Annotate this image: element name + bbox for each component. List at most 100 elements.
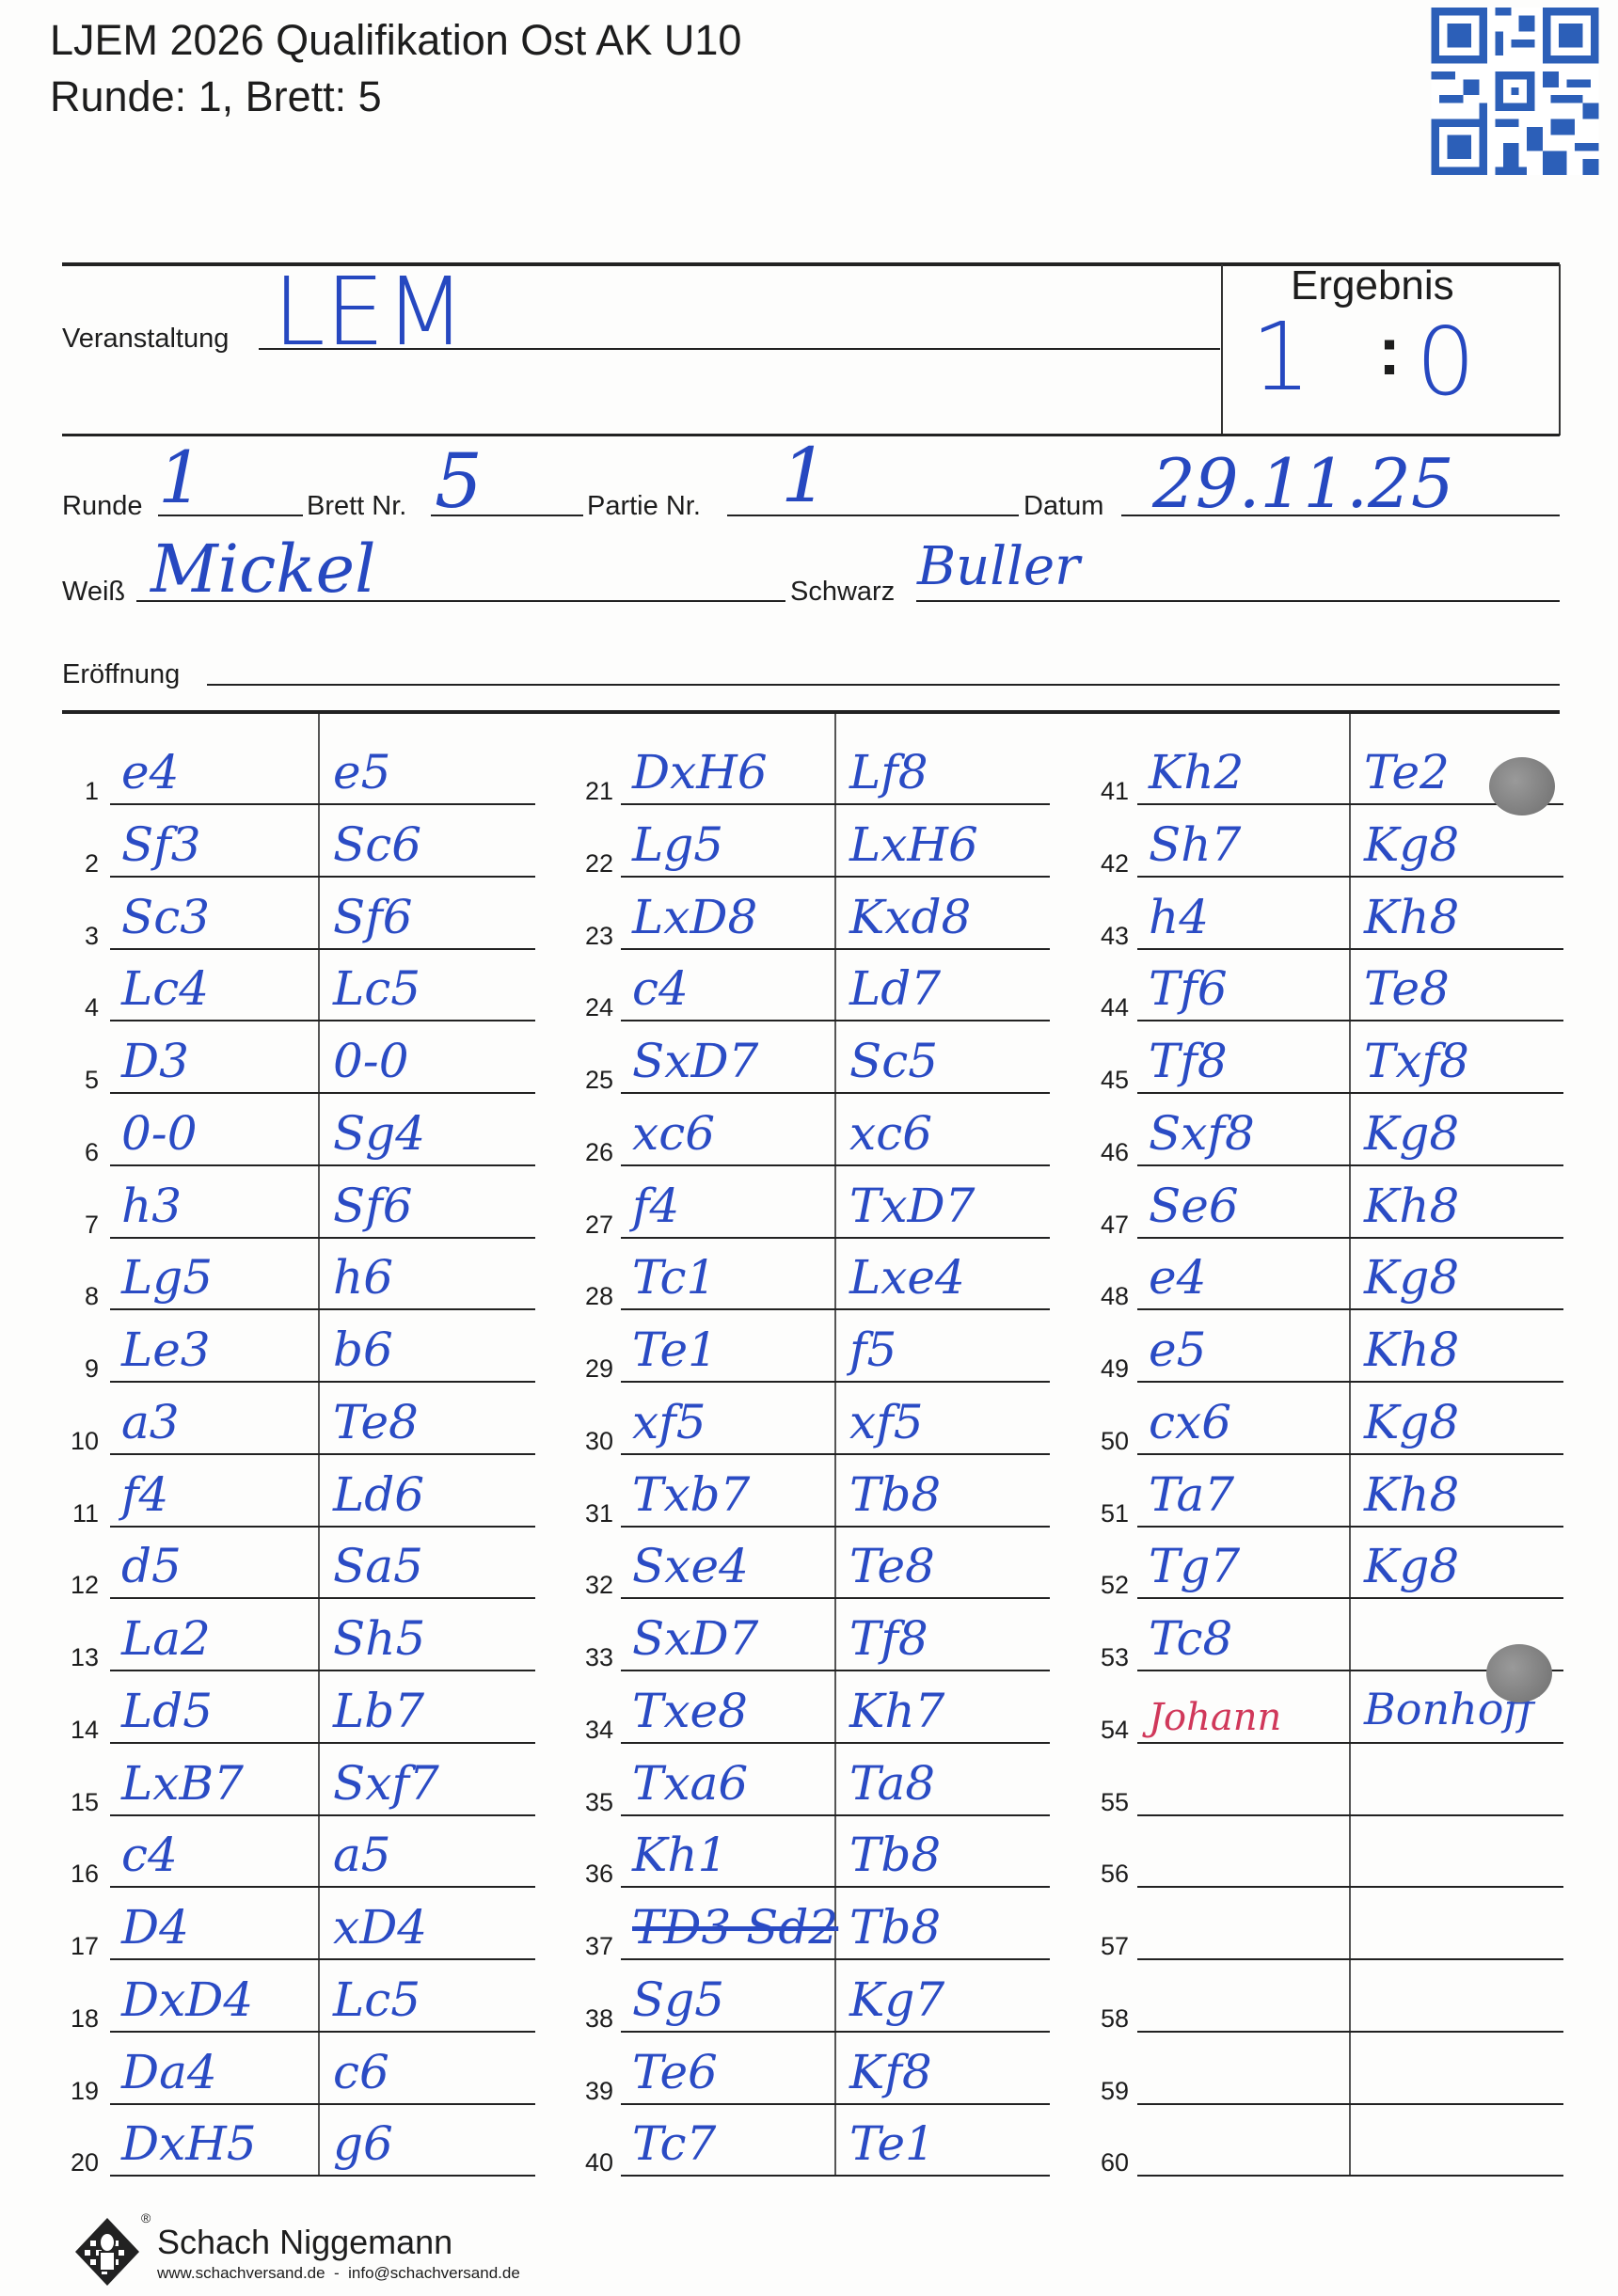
white-move-field[interactable]: Tf8 [1149, 1034, 1228, 1088]
black-player-field[interactable]: Buller [917, 536, 1080, 597]
white-move-field[interactable]: Ta7 [1149, 1467, 1235, 1522]
white-move-field[interactable]: c4 [632, 961, 689, 1016]
white-move-field[interactable]: SxD7 [632, 1034, 759, 1088]
white-move-field[interactable]: Tf6 [1149, 961, 1228, 1016]
white-move-field[interactable]: SxD7 [632, 1611, 759, 1666]
white-move-field[interactable]: Ld5 [121, 1684, 214, 1738]
white-move-field[interactable]: Da4 [121, 2045, 217, 2099]
white-move-field[interactable]: cx6 [1149, 1395, 1232, 1449]
black-move-field[interactable]: Ta8 [849, 1756, 936, 1811]
white-move-field[interactable]: e4 [1149, 1250, 1207, 1305]
white-move-field[interactable]: e4 [121, 745, 180, 800]
white-move-field[interactable]: Te1 [632, 1322, 718, 1377]
black-move-field[interactable]: Sg4 [333, 1106, 426, 1161]
white-move-field[interactable]: xc6 [632, 1106, 716, 1161]
white-move-field[interactable]: Txb7 [632, 1467, 751, 1522]
white-move-field[interactable]: D3 [121, 1034, 189, 1088]
black-move-field[interactable]: b6 [333, 1322, 393, 1377]
black-move-field[interactable]: xc6 [849, 1106, 933, 1161]
white-move-field[interactable]: Se6 [1149, 1179, 1239, 1233]
black-move-field[interactable]: Sh5 [333, 1611, 426, 1666]
event-field[interactable]: LEM [273, 257, 467, 367]
white-move-field[interactable]: Sxe4 [632, 1539, 749, 1593]
black-move-field[interactable]: Kh8 [1364, 1322, 1460, 1377]
white-move-field[interactable]: Tc7 [632, 2116, 717, 2171]
white-move-field[interactable]: Lg5 [121, 1250, 214, 1305]
black-move-field[interactable]: Tb8 [849, 1828, 942, 1882]
black-move-field[interactable]: Kh8 [1364, 1179, 1460, 1233]
white-move-field[interactable]: Te6 [632, 2045, 718, 2099]
white-move-field[interactable]: DxH5 [121, 2116, 257, 2171]
white-player-field[interactable]: Mickel [151, 530, 376, 608]
white-move-field[interactable]: TD3 Sd2 [632, 1900, 839, 1955]
black-move-field[interactable]: Kg8 [1364, 1395, 1460, 1449]
black-move-field[interactable]: Sc5 [849, 1034, 939, 1088]
white-move-field[interactable]: Le3 [121, 1322, 211, 1377]
black-move-field[interactable]: Te8 [1364, 961, 1450, 1016]
white-move-field[interactable]: Tg7 [1149, 1539, 1241, 1593]
white-move-field[interactable]: Txe8 [632, 1684, 748, 1738]
black-move-field[interactable]: Te2 [1364, 745, 1450, 800]
black-move-field[interactable]: f5 [849, 1322, 897, 1377]
date-field[interactable]: 29.11.25 [1152, 444, 1454, 523]
black-move-field[interactable]: Kh8 [1364, 1467, 1460, 1522]
black-move-field[interactable]: Te8 [333, 1395, 419, 1449]
black-move-field[interactable]: e5 [333, 745, 391, 800]
white-move-field[interactable]: LxD8 [632, 890, 758, 944]
black-move-field[interactable]: a5 [333, 1828, 391, 1882]
result-white-score[interactable]: 1 [1251, 302, 1311, 412]
white-move-field[interactable]: LxB7 [121, 1756, 244, 1811]
white-move-field[interactable]: xf5 [632, 1395, 706, 1449]
white-move-field[interactable]: f4 [632, 1179, 680, 1233]
white-signature[interactable]: Johann [1149, 1696, 1282, 1739]
white-move-field[interactable]: Sc3 [121, 890, 211, 944]
black-move-field[interactable]: Lb7 [333, 1684, 425, 1738]
black-move-field[interactable]: Sxf7 [333, 1756, 439, 1811]
black-move-field[interactable]: Lf8 [849, 745, 928, 800]
white-move-field[interactable]: Sxf8 [1149, 1106, 1255, 1161]
white-move-field[interactable]: h4 [1149, 890, 1210, 944]
black-move-field[interactable]: Tb8 [849, 1467, 942, 1522]
board-field[interactable]: 5 [435, 437, 483, 525]
black-move-field[interactable]: LxH6 [849, 817, 978, 872]
black-move-field[interactable]: Ld6 [333, 1467, 425, 1522]
black-move-field[interactable]: Te8 [849, 1539, 935, 1593]
black-move-field[interactable]: Kxd8 [849, 890, 972, 944]
round-field[interactable]: 1 [158, 435, 204, 519]
white-move-field[interactable]: d5 [121, 1539, 182, 1593]
black-move-field[interactable]: Tb8 [849, 1900, 942, 1955]
white-move-field[interactable]: f4 [121, 1467, 169, 1522]
white-move-field[interactable]: a3 [121, 1395, 180, 1449]
black-move-field[interactable]: Te1 [849, 2116, 935, 2171]
black-move-field[interactable]: Kg8 [1364, 1250, 1460, 1305]
black-move-field[interactable]: xD4 [333, 1900, 428, 1955]
black-move-field[interactable]: Txf8 [1364, 1034, 1469, 1088]
black-move-field[interactable]: Sa5 [333, 1539, 423, 1593]
black-move-field[interactable]: c6 [333, 2045, 389, 2099]
black-move-field[interactable]: g6 [333, 2116, 393, 2171]
black-move-field[interactable]: Kh7 [849, 1684, 945, 1738]
white-move-field[interactable]: DxH6 [632, 745, 768, 800]
black-move-field[interactable]: Sc6 [333, 817, 422, 872]
white-move-field[interactable]: Sf3 [121, 817, 201, 872]
white-move-field[interactable]: h3 [121, 1179, 182, 1233]
white-move-field[interactable]: c4 [121, 1828, 178, 1882]
black-move-field[interactable]: Lc5 [333, 961, 421, 1016]
black-move-field[interactable]: 0-0 [333, 1034, 409, 1088]
white-move-field[interactable]: D4 [121, 1900, 189, 1955]
black-move-field[interactable]: xf5 [849, 1395, 924, 1449]
black-move-field[interactable]: Kg8 [1364, 1106, 1460, 1161]
black-move-field[interactable]: Lc5 [333, 1972, 421, 2027]
black-move-field[interactable]: TxD7 [849, 1179, 976, 1233]
white-move-field[interactable]: La2 [121, 1611, 211, 1666]
black-move-field[interactable]: Kg8 [1364, 1539, 1460, 1593]
white-move-field[interactable]: Sg5 [632, 1972, 725, 2027]
black-move-field[interactable]: h6 [333, 1250, 394, 1305]
white-move-field[interactable]: Tc1 [632, 1250, 717, 1305]
white-move-field[interactable]: Lg5 [632, 817, 724, 872]
result-black-score[interactable]: 0 [1416, 307, 1476, 417]
white-move-field[interactable]: e5 [1149, 1322, 1207, 1377]
game-number-field[interactable]: 1 [781, 432, 829, 519]
black-move-field[interactable]: Sf6 [333, 1179, 413, 1233]
white-move-field[interactable]: Kh2 [1149, 745, 1245, 800]
